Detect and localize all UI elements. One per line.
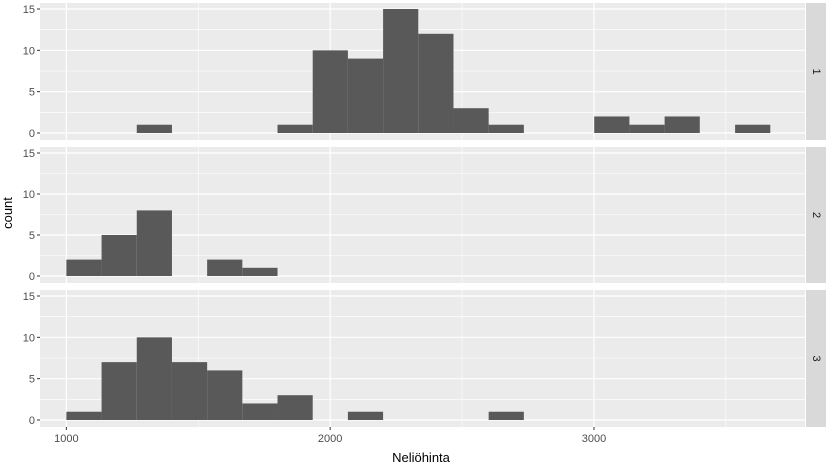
facet-strip-label: 1 — [810, 68, 822, 74]
histogram-bar — [207, 370, 243, 420]
histogram-bar — [136, 124, 172, 133]
histogram-bar — [418, 33, 454, 133]
facet-panel-1: 0 5 10 15 1 — [23, 3, 826, 140]
facet-panel-2: 0 5 10 15 2 — [23, 147, 826, 283]
x-tick-label: 2000 — [318, 433, 342, 445]
x-tick-label: 3000 — [582, 433, 606, 445]
y-tick-label: 0 — [29, 128, 35, 140]
y-tick-label: 0 — [29, 271, 35, 283]
histogram-bar — [347, 411, 384, 420]
histogram-bar — [136, 210, 172, 276]
histogram-bar — [277, 124, 313, 133]
y-tick-label: 0 — [29, 415, 35, 427]
histogram-bar — [101, 235, 137, 276]
histogram-bar — [488, 411, 524, 420]
facet-strip-label: 3 — [810, 355, 822, 361]
histogram-bar — [101, 362, 137, 420]
facet-strip-label: 2 — [810, 212, 822, 218]
facet-strip — [806, 3, 826, 140]
y-tick-label: 10 — [23, 332, 35, 344]
y-tick-label: 15 — [23, 4, 35, 16]
facet-strip — [806, 290, 826, 427]
histogram-bar — [242, 267, 278, 276]
y-tick-label: 10 — [23, 189, 35, 201]
histogram-bar — [136, 337, 172, 420]
y-tick-label: 10 — [23, 45, 35, 57]
histogram-bar — [735, 124, 771, 133]
histogram-bar — [66, 411, 102, 420]
histogram-bar — [312, 50, 348, 134]
histogram-bar — [453, 108, 489, 133]
histogram-bar — [594, 116, 630, 133]
histogram-bar — [664, 116, 700, 133]
histogram-bar — [347, 58, 384, 133]
y-tick-label: 15 — [23, 148, 35, 160]
histogram-bar — [207, 259, 243, 276]
y-tick-label: 5 — [29, 374, 35, 386]
y-tick-label: 15 — [23, 291, 35, 303]
y-axis-title: count — [0, 197, 15, 229]
histogram-bar — [171, 362, 208, 420]
histogram-bar — [66, 259, 102, 276]
x-tick-label: 1000 — [54, 433, 78, 445]
x-axis-title: Neliöhinta — [392, 450, 451, 465]
histogram-bar — [383, 9, 419, 133]
x-axis: 1000 2000 3000 — [54, 427, 606, 445]
histogram-bar — [277, 395, 313, 420]
y-tick-label: 5 — [29, 230, 35, 242]
histogram-bar — [629, 124, 665, 133]
histogram-bar — [488, 124, 524, 133]
facet-panel-3: 0 5 10 15 3 — [23, 290, 826, 427]
histogram-bar — [242, 403, 278, 420]
y-tick-label: 5 — [29, 87, 35, 99]
facet-strip — [806, 147, 826, 283]
